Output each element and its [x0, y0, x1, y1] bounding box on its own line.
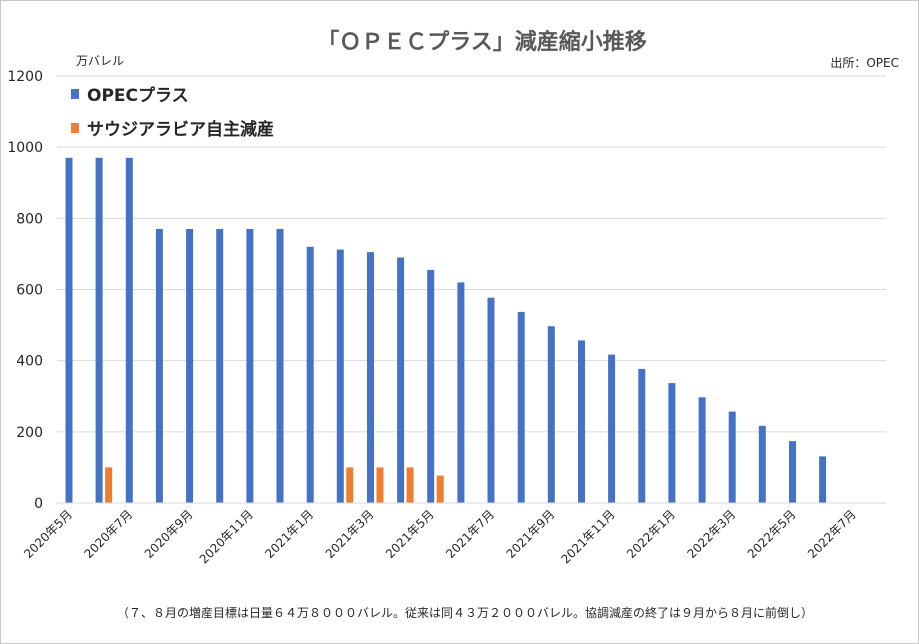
bar-opec — [819, 456, 827, 503]
bar-opec — [668, 383, 676, 503]
bar-opec — [65, 157, 73, 504]
bar-opec — [517, 311, 525, 503]
gridlines — [57, 75, 886, 433]
bar-saudi — [376, 467, 384, 503]
y-tick-label: 1000 — [7, 140, 43, 156]
legend-label-saudi: サウジアラビア自主減産 — [87, 119, 274, 140]
source-label: 出所：OPEC — [830, 56, 899, 70]
x-tick-label: 2020年7月 — [82, 507, 136, 561]
bar-opec — [125, 157, 133, 504]
bar-opec — [487, 297, 495, 503]
x-tick-label: 2022年1月 — [624, 507, 678, 561]
bar-opec — [728, 411, 736, 503]
x-tick-label: 2021年1月 — [262, 507, 316, 561]
legend-swatch-saudi — [71, 123, 79, 133]
chart-title: 「ＯＰＥＣプラス」減産縮小推移 — [317, 29, 647, 55]
x-tick-label: 2020年9月 — [142, 507, 196, 561]
bar-opec — [155, 229, 163, 503]
bar-opec — [427, 269, 435, 503]
bar-opec — [336, 249, 344, 503]
footnote: （７、８月の増産目標は日量６４万８０００バレル。従来は同４３万２０００バレル。協… — [117, 605, 813, 620]
bar-opec — [367, 252, 374, 503]
y-unit-label: 万バレル — [76, 54, 124, 68]
y-tick-label: 800 — [16, 211, 43, 227]
x-tick-label: 2020年5月 — [21, 507, 75, 561]
bar-opec — [306, 246, 314, 504]
bar-opec — [547, 326, 555, 503]
x-tick-label: 2021年5月 — [383, 507, 437, 561]
bar-opec — [789, 441, 796, 503]
y-axis-ticks: 0 200 400 600 800 1000 1200 — [7, 69, 43, 512]
x-tick-label: 2021年7月 — [443, 507, 497, 561]
legend-swatch-opec — [71, 89, 79, 99]
x-tick-label: 2022年7月 — [805, 507, 859, 561]
bar-opec — [698, 397, 706, 503]
x-axis-ticks: 2020年5月 2020年7月 2020年9月 2020年11月 2021年1月 2021… — [21, 507, 859, 566]
x-tick-label: 2022年5月 — [745, 507, 799, 561]
bar-saudi — [105, 467, 113, 503]
x-tick-label: 2021年9月 — [504, 507, 558, 561]
bar-saudi — [436, 475, 444, 503]
y-tick-label: 600 — [16, 283, 43, 299]
y-tick-label: 0 — [34, 496, 43, 512]
legend-label-opec: OPECプラス — [87, 85, 189, 106]
bar-saudi — [346, 467, 354, 503]
y-tick-label: 400 — [16, 354, 43, 370]
x-tick-label: 2021年3月 — [323, 507, 377, 561]
x-tick-label: 2020年11月 — [197, 507, 256, 566]
bar-opec — [397, 257, 405, 503]
bar-opec — [95, 157, 103, 504]
bar-opec — [758, 425, 766, 503]
bar-opec — [578, 340, 585, 503]
x-tick-label: 2022年3月 — [684, 507, 738, 561]
bars — [65, 157, 827, 504]
legend: OPECプラス サウジアラビア自主減産 — [71, 85, 274, 140]
bar-saudi — [406, 467, 414, 503]
x-tick-label: 2021年11月 — [558, 507, 617, 566]
y-tick-label: 1200 — [7, 69, 43, 85]
bar-opec — [276, 229, 284, 503]
bar-opec — [608, 354, 616, 503]
bar-opec — [638, 368, 646, 503]
y-tick-label: 200 — [16, 425, 43, 441]
bar-opec — [246, 229, 254, 503]
bar-opec — [186, 229, 194, 503]
bar-opec — [216, 229, 224, 503]
bar-opec — [457, 282, 465, 503]
